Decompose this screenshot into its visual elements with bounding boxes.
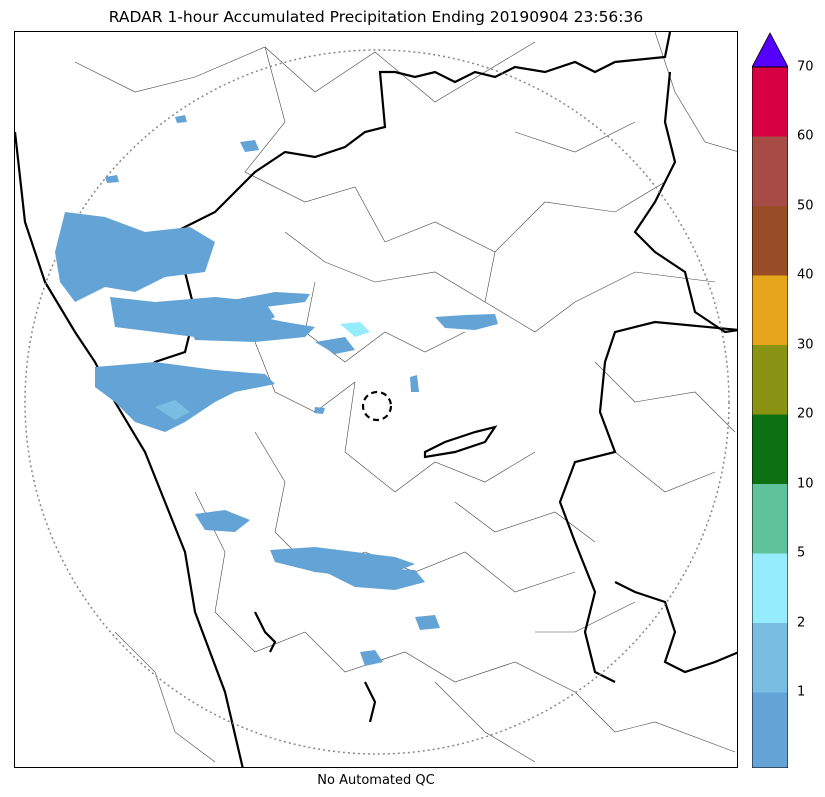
colorbar-tick-70: 70 bbox=[797, 59, 814, 75]
colorbar-tick-5: 5 bbox=[797, 545, 806, 561]
colorbar-extend-arrow bbox=[751, 32, 789, 68]
colorbar-tick-50: 50 bbox=[797, 198, 814, 214]
colorbar-tick-2: 2 bbox=[797, 615, 806, 631]
colorbar-level-5 bbox=[752, 484, 788, 554]
colorbar-level-2 bbox=[752, 553, 788, 623]
qc-label: No Automated QC bbox=[317, 773, 435, 788]
colorbar-tick-20: 20 bbox=[797, 406, 814, 422]
colorbar-level-20 bbox=[752, 345, 788, 415]
colorbar-tick-40: 40 bbox=[797, 267, 814, 283]
precipitation-areas bbox=[55, 115, 498, 666]
colorbar-tick-10: 10 bbox=[797, 476, 814, 492]
colorbar-level-60 bbox=[752, 67, 788, 137]
map-canvas bbox=[15, 32, 737, 767]
colorbar-level-10 bbox=[752, 414, 788, 484]
colorbar bbox=[751, 31, 789, 769]
colorbar-svg bbox=[751, 32, 789, 769]
radar-site-marker bbox=[361, 390, 393, 422]
colorbar-level-40 bbox=[752, 206, 788, 276]
colorbar-level-1 bbox=[752, 623, 788, 693]
map-title: RADAR 1-hour Accumulated Precipitation E… bbox=[108, 8, 644, 26]
range-ring bbox=[24, 49, 730, 755]
radar-map[interactable] bbox=[14, 31, 738, 768]
colorbar-level-30 bbox=[752, 275, 788, 345]
colorbar-level-50 bbox=[752, 136, 788, 206]
colorbar-tick-60: 60 bbox=[797, 128, 814, 144]
colorbar-tick-1: 1 bbox=[797, 684, 806, 700]
colorbar-level-0 bbox=[752, 692, 788, 768]
colorbar-tick-30: 30 bbox=[797, 337, 814, 353]
